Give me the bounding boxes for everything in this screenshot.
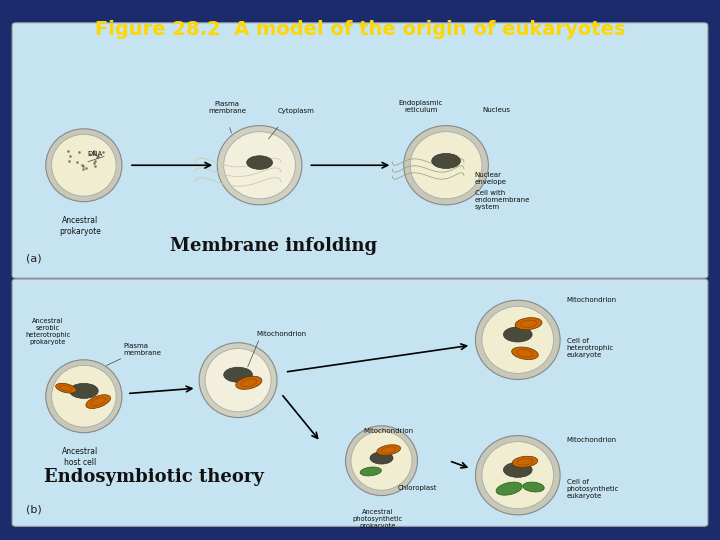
Ellipse shape (503, 327, 532, 342)
Ellipse shape (523, 482, 544, 492)
Ellipse shape (482, 442, 554, 509)
Ellipse shape (377, 445, 400, 455)
Text: Endosymbiotic theory: Endosymbiotic theory (45, 468, 264, 486)
Ellipse shape (512, 347, 539, 360)
Ellipse shape (46, 129, 122, 202)
Ellipse shape (496, 482, 522, 495)
Text: Mitochondrion: Mitochondrion (567, 298, 617, 303)
Ellipse shape (86, 395, 111, 409)
Ellipse shape (410, 132, 482, 199)
Text: Plasma
membrane: Plasma membrane (123, 343, 161, 356)
Text: Mitochondrion: Mitochondrion (567, 437, 617, 443)
Text: Cytoplasm: Cytoplasm (277, 108, 315, 114)
Text: Membrane infolding: Membrane infolding (171, 237, 377, 255)
Text: Mitochondrion: Mitochondrion (256, 331, 306, 337)
Text: Ancestral
host cell: Ancestral host cell (62, 447, 99, 467)
Ellipse shape (360, 467, 382, 476)
Ellipse shape (46, 360, 122, 433)
Text: Nuclear
envelope: Nuclear envelope (474, 172, 507, 185)
Text: DNA: DNA (87, 152, 103, 158)
Text: Ancestral
serobic
heterotrophic
prokaryote: Ancestral serobic heterotrophic prokaryo… (25, 318, 71, 345)
Ellipse shape (370, 452, 393, 464)
Text: Endoplasmic
reticulum: Endoplasmic reticulum (399, 99, 443, 113)
Ellipse shape (512, 456, 538, 467)
Ellipse shape (351, 431, 412, 490)
Text: Cell with
endomembrane
system: Cell with endomembrane system (474, 190, 530, 210)
Ellipse shape (224, 132, 295, 199)
FancyBboxPatch shape (12, 23, 708, 278)
Text: (b): (b) (27, 504, 42, 515)
Ellipse shape (482, 306, 554, 374)
Ellipse shape (515, 318, 542, 330)
Ellipse shape (404, 126, 488, 205)
Text: Cell of
heterotrophic
eukaryote: Cell of heterotrophic eukaryote (567, 338, 614, 358)
Ellipse shape (224, 367, 253, 382)
Ellipse shape (346, 426, 418, 496)
Text: (a): (a) (27, 254, 42, 264)
Ellipse shape (199, 343, 277, 417)
Ellipse shape (52, 366, 116, 427)
Text: Cell of
photosynthetic
eukaryote: Cell of photosynthetic eukaryote (567, 478, 619, 498)
Ellipse shape (432, 153, 460, 168)
Text: Mitochondrion: Mitochondrion (364, 428, 414, 434)
Ellipse shape (217, 126, 302, 205)
Text: Ancestral
photosynthetic
prokaryote: Ancestral photosynthetic prokaryote (353, 509, 403, 529)
Ellipse shape (503, 462, 532, 477)
Ellipse shape (205, 348, 271, 412)
Ellipse shape (55, 383, 76, 393)
Ellipse shape (475, 300, 560, 380)
Text: Chloroplast: Chloroplast (397, 485, 437, 491)
Text: Figure 28.2  A model of the origin of eukaryotes: Figure 28.2 A model of the origin of euk… (95, 20, 625, 39)
Ellipse shape (475, 436, 560, 515)
FancyBboxPatch shape (12, 279, 708, 526)
Ellipse shape (70, 383, 98, 399)
Ellipse shape (235, 376, 262, 389)
Text: Ancestral
prokaryote: Ancestral prokaryote (59, 217, 102, 235)
Text: Nucleus: Nucleus (482, 106, 510, 113)
Ellipse shape (52, 134, 116, 196)
Text: Plasma
membrane: Plasma membrane (208, 101, 246, 114)
Ellipse shape (247, 156, 272, 170)
